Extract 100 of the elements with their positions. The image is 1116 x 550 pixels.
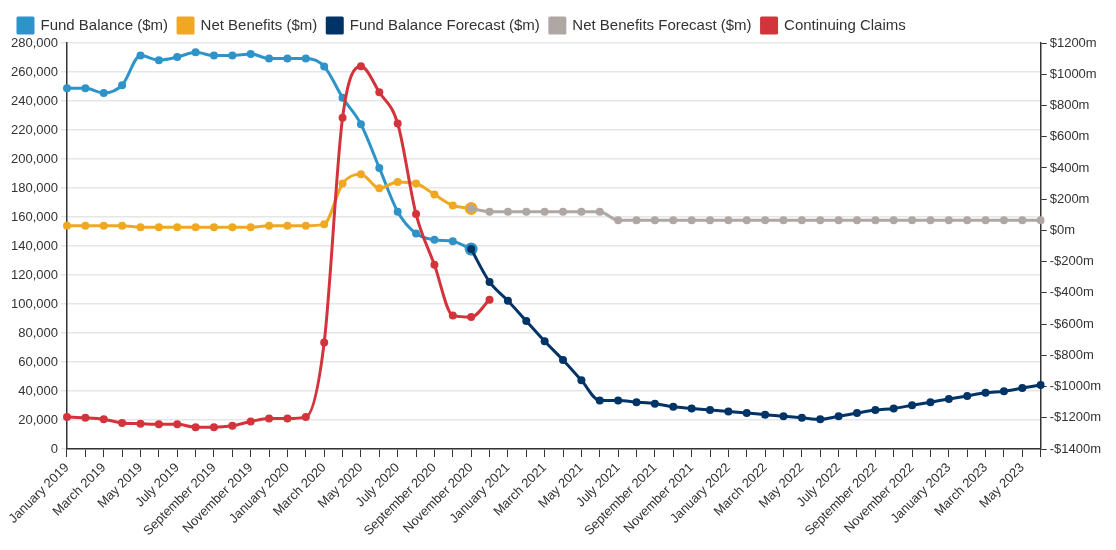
point (706, 216, 714, 225)
point (430, 235, 439, 244)
point (926, 398, 935, 407)
y2-tick-label: $1200m (1049, 34, 1097, 50)
point (871, 405, 880, 414)
point (908, 216, 917, 225)
point (283, 414, 292, 423)
y-tick-label: 40,000 (18, 382, 58, 398)
y2-tick-label: -$800m (1049, 346, 1094, 362)
point (577, 207, 586, 216)
point (926, 216, 935, 225)
y2-tick-label: -$1200m (1049, 409, 1101, 425)
point (632, 216, 641, 225)
point (81, 84, 90, 93)
point (301, 413, 310, 422)
point (283, 54, 292, 63)
point (338, 179, 347, 188)
point (265, 54, 274, 63)
y2-tick-label: $400m (1049, 159, 1090, 175)
point (522, 316, 531, 325)
y2-tick-label: $600m (1049, 128, 1090, 144)
point (595, 396, 604, 405)
point (412, 210, 421, 219)
y2-tick-label: -$1000m (1049, 378, 1101, 394)
point (430, 260, 439, 269)
point (393, 207, 402, 216)
point (742, 409, 751, 418)
point (265, 221, 274, 230)
point (246, 223, 255, 232)
y-tick-label: 240,000 (10, 92, 58, 108)
point (393, 177, 402, 186)
point (485, 207, 494, 216)
point (209, 423, 218, 432)
point (118, 221, 127, 230)
point (136, 51, 145, 60)
point (908, 401, 917, 410)
point (320, 220, 329, 229)
point (669, 402, 678, 411)
point (228, 421, 237, 430)
point (999, 387, 1008, 396)
point (540, 337, 549, 346)
point (154, 223, 163, 232)
point (173, 53, 182, 62)
point (246, 417, 255, 426)
y-tick-label: 200,000 (10, 150, 58, 166)
point (871, 216, 880, 225)
point (706, 405, 714, 414)
legend-label: Fund Balance Forecast ($m) (349, 15, 540, 33)
point (779, 216, 788, 225)
y2-tick-label: -$1400m (1049, 440, 1101, 456)
point (173, 223, 182, 232)
point (320, 338, 329, 347)
point (375, 163, 384, 172)
point (595, 207, 604, 216)
y-tick-label: 220,000 (10, 121, 58, 137)
point (1036, 380, 1045, 389)
point (118, 418, 127, 427)
point (356, 120, 365, 129)
point (981, 216, 990, 225)
point (154, 56, 163, 65)
point (834, 412, 843, 421)
point (761, 410, 770, 419)
y2-tick-label: $200m (1049, 190, 1090, 206)
y-tick-label: 260,000 (10, 63, 58, 79)
point (614, 216, 623, 225)
point (522, 207, 531, 216)
point (246, 49, 255, 58)
y-tick-label: 60,000 (18, 353, 58, 369)
point (154, 420, 163, 429)
point (999, 216, 1008, 225)
point (412, 229, 421, 238)
point (577, 376, 586, 385)
point (99, 88, 108, 97)
point (889, 404, 898, 413)
point (485, 277, 494, 286)
y2-tick-label: $1000m (1049, 65, 1097, 81)
y-tick-label: 160,000 (10, 208, 58, 224)
point (650, 216, 659, 225)
y-tick-label: 100,000 (10, 295, 58, 311)
point (301, 54, 310, 63)
point (99, 415, 108, 424)
point (191, 223, 200, 232)
point (834, 216, 843, 225)
point (356, 170, 365, 179)
point (81, 221, 90, 230)
point (228, 51, 237, 60)
point (301, 221, 310, 230)
y-tick-label: 280,000 (10, 34, 58, 50)
point (724, 407, 733, 416)
point (430, 190, 439, 199)
point (761, 216, 770, 225)
point (1018, 216, 1027, 225)
point (265, 414, 274, 423)
point (338, 113, 347, 122)
y-tick-label: 20,000 (18, 411, 58, 427)
y2-tick-label: $800m (1049, 97, 1090, 113)
point (540, 207, 549, 216)
point (62, 221, 71, 230)
point (650, 399, 659, 408)
point (852, 216, 861, 225)
